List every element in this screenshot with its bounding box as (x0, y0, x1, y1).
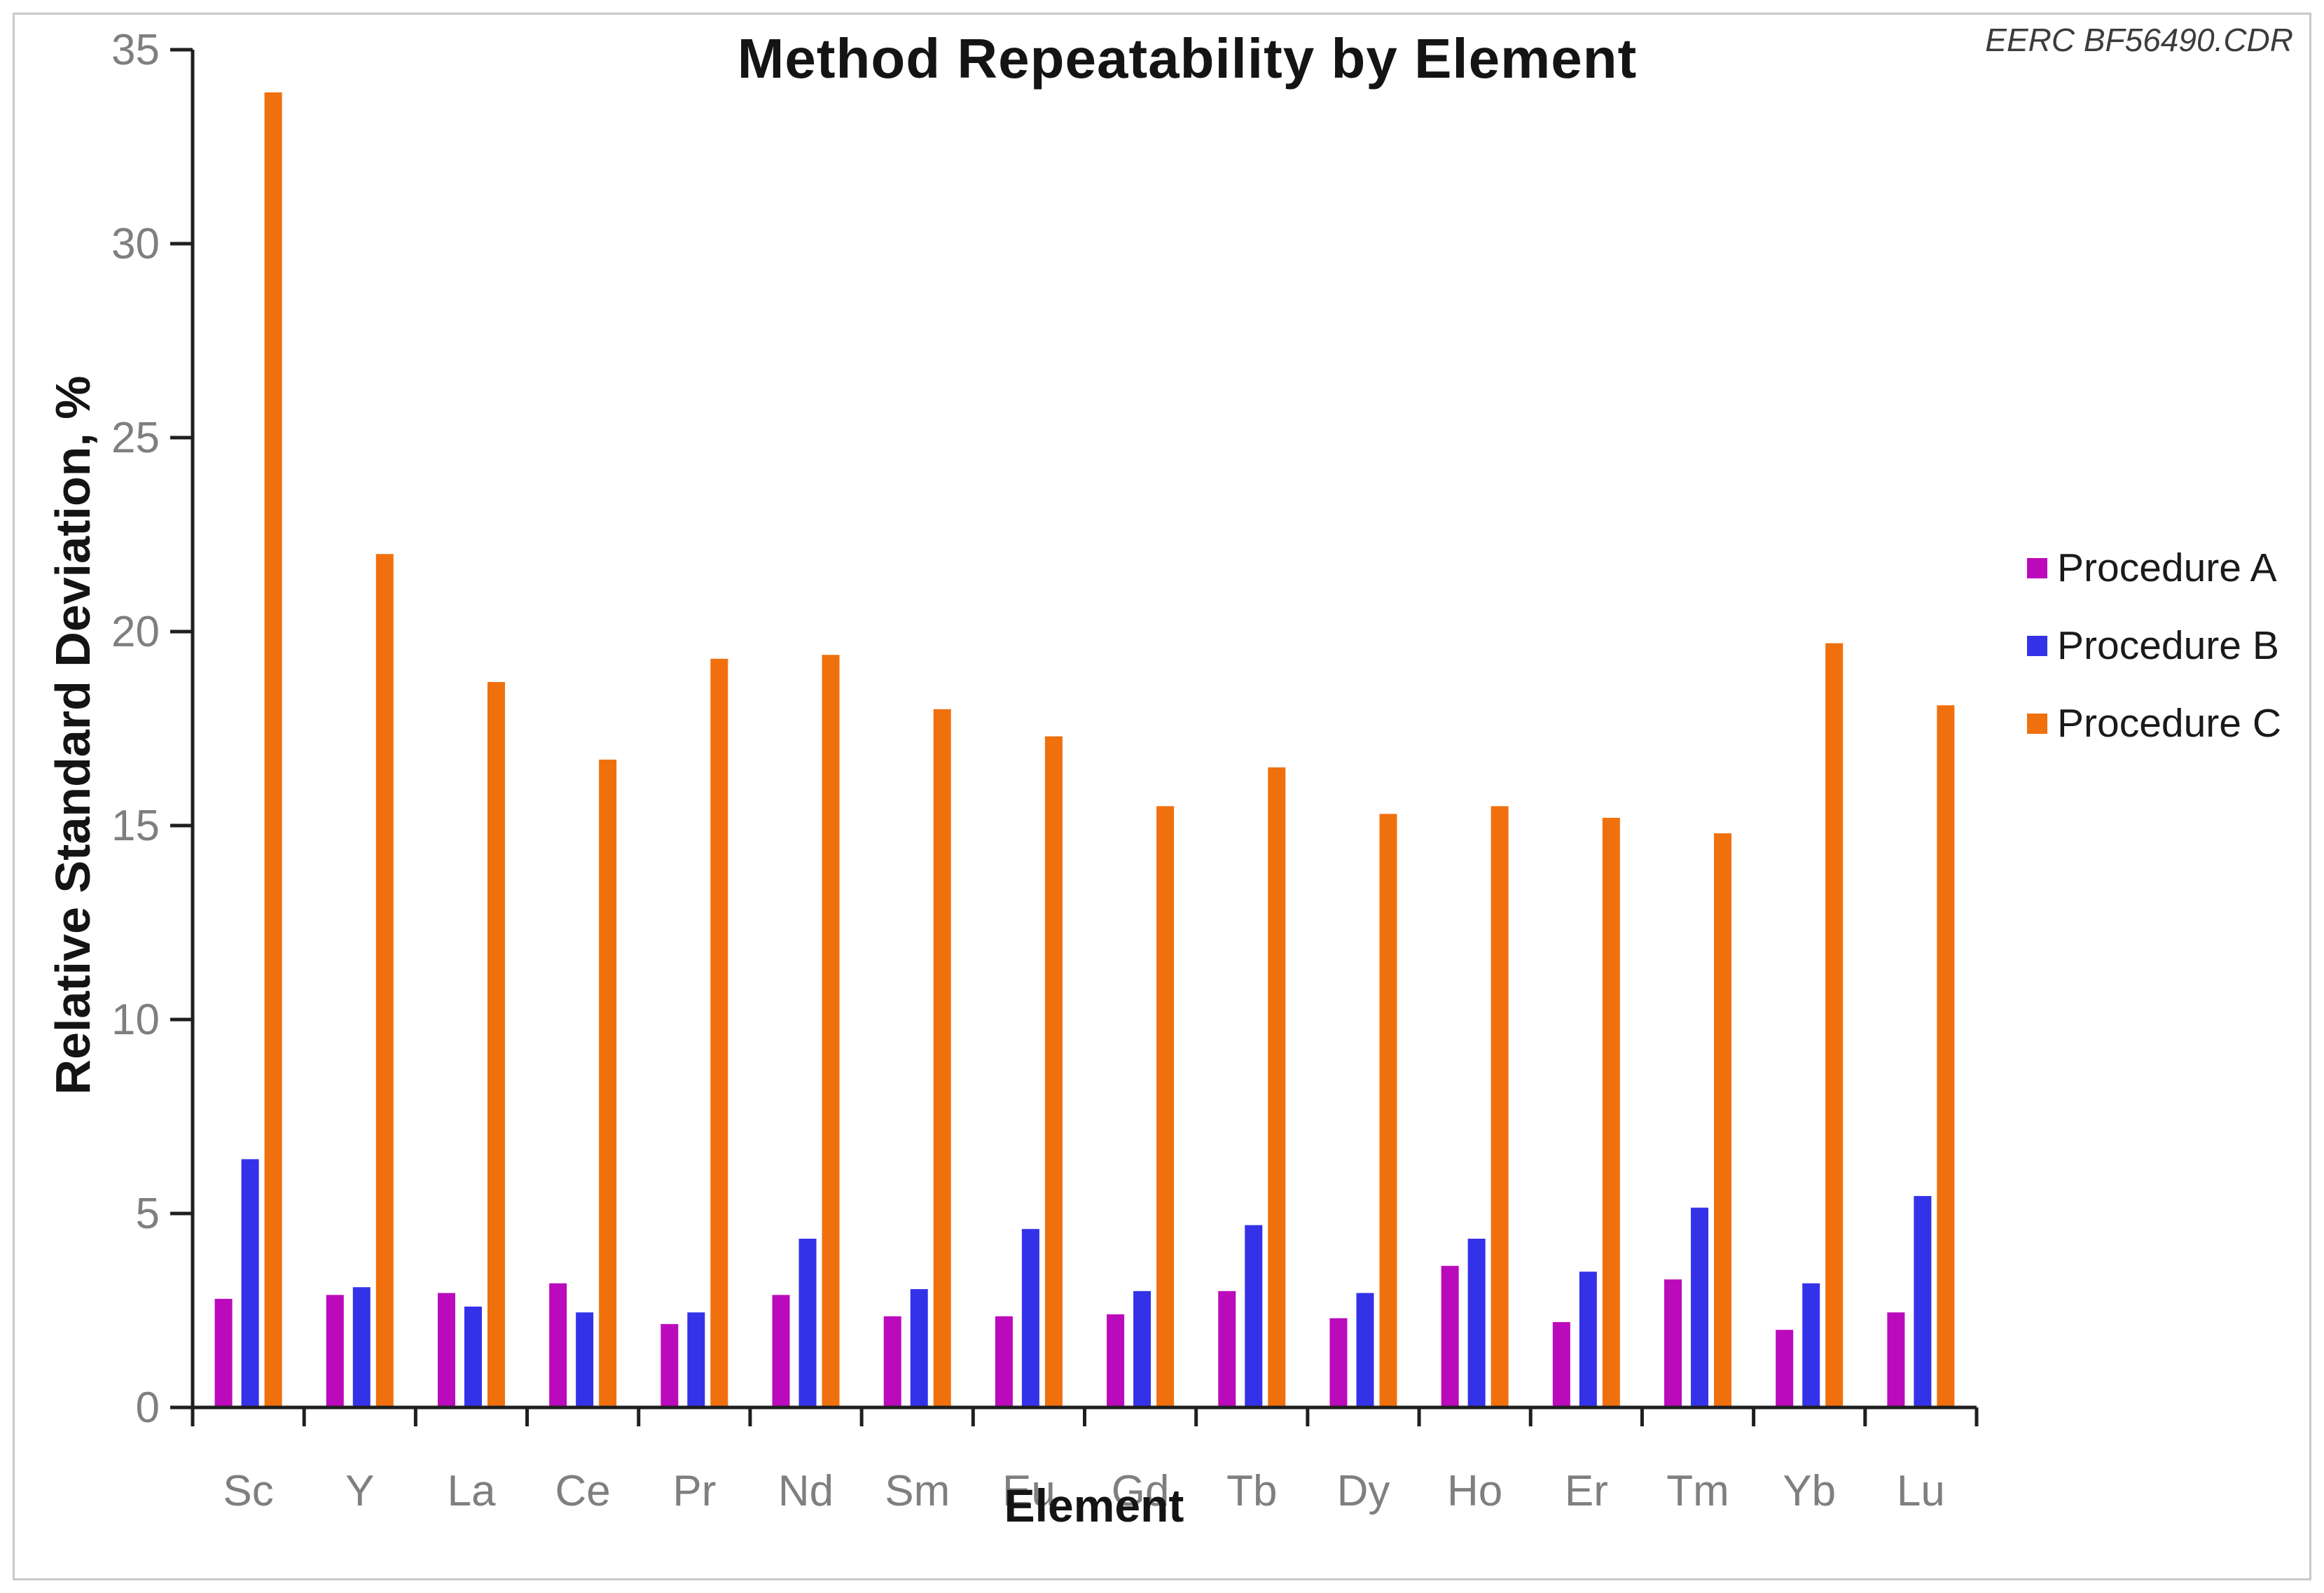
x-category-label: Lu (1897, 1467, 1945, 1515)
bar-procedure-c-ho (1490, 806, 1509, 1407)
x-axis-title: Element (1004, 1480, 1184, 1531)
x-category-label: Tm (1666, 1467, 1729, 1515)
x-category-label: Er (1565, 1467, 1608, 1515)
bar-procedure-c-eu (1044, 736, 1063, 1407)
bar-procedure-b-la (464, 1306, 482, 1407)
x-category-label: Sc (223, 1467, 273, 1515)
x-category-label: La (447, 1467, 495, 1515)
bar-procedure-b-er (1579, 1272, 1597, 1407)
bar-procedure-c-lu (1937, 705, 1955, 1407)
bar-procedure-b-y (352, 1287, 371, 1407)
x-category-label: Gd (1112, 1467, 1170, 1515)
bar-procedure-a-dy (1329, 1318, 1348, 1407)
bar-procedure-a-nd (772, 1295, 790, 1407)
bar-procedure-b-yb (1802, 1283, 1820, 1407)
bar-procedure-a-lu (1887, 1312, 1905, 1407)
y-tick-label: 25 (111, 414, 160, 462)
x-category-label: Sm (885, 1467, 950, 1515)
x-category-label: Tb (1226, 1467, 1277, 1515)
bar-procedure-b-nd (798, 1239, 817, 1407)
bar-procedure-a-pr (660, 1323, 679, 1407)
bar-procedure-c-er (1602, 817, 1620, 1407)
bar-procedure-c-gd (1156, 806, 1175, 1407)
legend-swatch-procedure-a (2027, 557, 2047, 578)
bar-procedure-a-y (326, 1295, 344, 1407)
legend-label-procedure-a: Procedure A (2057, 545, 2277, 590)
bar-procedure-c-sc (264, 92, 282, 1408)
bar-procedure-c-ce (599, 759, 617, 1407)
legend-label-procedure-c: Procedure C (2057, 701, 2281, 746)
legend-label-procedure-b: Procedure B (2057, 623, 2279, 668)
bar-procedure-b-sm (910, 1289, 928, 1407)
bar-procedure-a-ho (1441, 1265, 1459, 1407)
y-tick-label: 10 (111, 996, 160, 1044)
bar-procedure-c-yb (1825, 643, 1844, 1407)
x-category-label: Ce (555, 1467, 611, 1515)
bar-procedure-b-lu (1914, 1196, 1932, 1407)
y-tick-label: 0 (136, 1384, 160, 1432)
chart-title: Method Repeatability by Element (737, 27, 1638, 90)
bar-procedure-a-yb (1776, 1330, 1794, 1407)
bar-procedure-b-ho (1467, 1239, 1486, 1407)
bar-procedure-c-y (375, 554, 394, 1408)
bar-procedure-b-pr (687, 1312, 705, 1407)
bar-procedure-a-la (437, 1293, 455, 1407)
legend-swatch-procedure-c (2027, 713, 2047, 734)
legend: Procedure A Procedure B Procedure C (2027, 545, 2281, 781)
bar-procedure-c-nd (822, 655, 840, 1407)
bar-procedure-b-tb (1245, 1225, 1263, 1407)
bar-procedure-a-er (1552, 1322, 1570, 1407)
bar-procedure-b-eu (1021, 1229, 1039, 1407)
bar-procedure-b-sc (241, 1159, 259, 1407)
y-tick-label: 15 (111, 802, 160, 850)
legend-entry-procedure-a: Procedure A (2027, 545, 2281, 590)
y-axis-title: Relative Standard Deviation, % (46, 375, 100, 1095)
bar-procedure-a-sm (883, 1316, 901, 1407)
x-category-label: Nd (778, 1467, 834, 1515)
y-tick-label: 5 (136, 1190, 160, 1238)
bar-procedure-a-tb (1218, 1291, 1236, 1407)
x-category-label: Eu (1002, 1467, 1056, 1515)
y-tick-label: 30 (111, 220, 160, 268)
y-tick-label: 20 (111, 608, 160, 656)
bar-procedure-a-tm (1664, 1279, 1682, 1407)
bar-procedure-c-pr (710, 658, 728, 1407)
x-category-label: Dy (1337, 1467, 1390, 1515)
x-category-label: Ho (1447, 1467, 1502, 1515)
bar-procedure-a-eu (995, 1316, 1013, 1407)
bar-procedure-b-dy (1356, 1293, 1374, 1407)
legend-entry-procedure-b: Procedure B (2027, 623, 2281, 668)
bar-procedure-a-ce (549, 1283, 567, 1407)
bar-procedure-b-ce (576, 1312, 594, 1407)
bar-procedure-b-gd (1133, 1291, 1151, 1407)
bar-procedure-b-tm (1691, 1207, 1709, 1407)
legend-entry-procedure-c: Procedure C (2027, 701, 2281, 746)
x-category-label: Pr (672, 1467, 716, 1515)
bar-procedure-c-sm (933, 709, 951, 1407)
bar-procedure-c-tm (1714, 833, 1732, 1407)
y-tick-label: 35 (111, 26, 160, 74)
bar-procedure-a-sc (214, 1298, 233, 1407)
corner-watermark-text: EERC BF56490.CDR (1985, 22, 2293, 58)
bar-procedure-c-dy (1379, 814, 1397, 1407)
x-category-label: Yb (1783, 1467, 1836, 1515)
bar-procedure-a-gd (1107, 1314, 1125, 1407)
bar-procedure-c-la (487, 682, 505, 1407)
x-category-label: Y (345, 1467, 374, 1515)
legend-swatch-procedure-b (2027, 635, 2047, 656)
bar-procedure-c-tb (1268, 767, 1286, 1407)
